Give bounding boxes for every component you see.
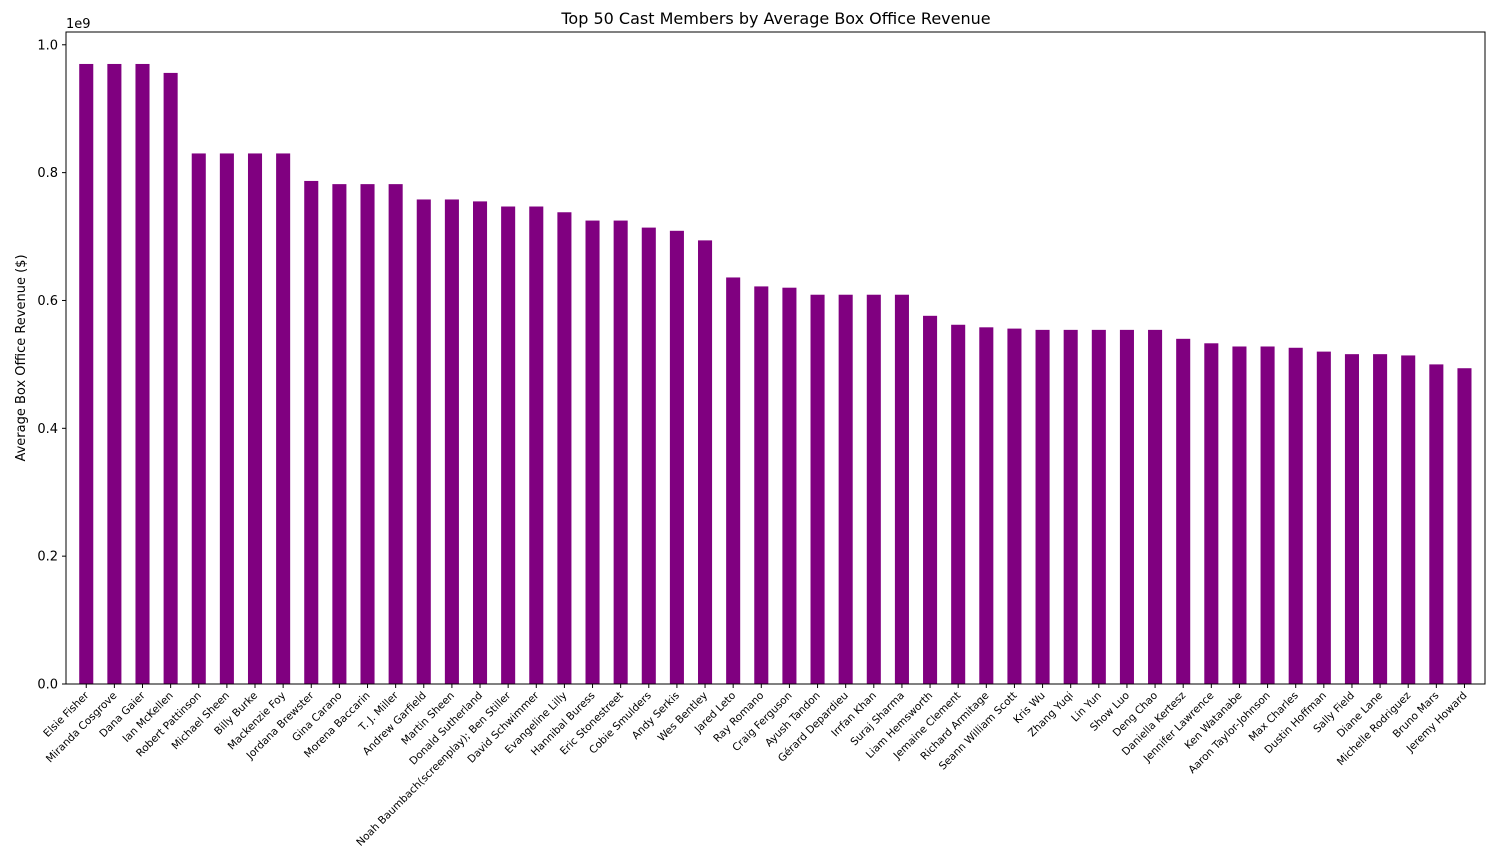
bar: [1344, 354, 1359, 684]
bar: [810, 294, 825, 684]
y-tick-label: 0.4: [37, 422, 58, 437]
bar: [782, 287, 797, 684]
bar: [866, 294, 881, 684]
y-tick-label: 0.0: [37, 678, 58, 693]
y-axis-label: Average Box Office Revenue ($): [14, 254, 29, 461]
bar: [1119, 329, 1134, 684]
bar: [1260, 346, 1275, 684]
bar: [388, 184, 403, 684]
bar: [444, 199, 459, 684]
bar: [838, 294, 853, 684]
y-tick-label: 1.0: [37, 38, 58, 53]
y-tick-label: 0.2: [37, 550, 58, 565]
bar: [360, 184, 375, 684]
bar: [79, 63, 94, 684]
bar: [1176, 338, 1191, 684]
bar: [1316, 351, 1331, 684]
bar: [1148, 329, 1163, 684]
bar: [1035, 329, 1050, 684]
bar: [641, 227, 656, 684]
bar: [1429, 364, 1444, 684]
bar: [276, 153, 291, 684]
bar: [754, 286, 769, 684]
bar: [894, 294, 909, 684]
bar: [163, 72, 178, 684]
y-axis-scale-label: 1e9: [66, 17, 91, 32]
plot-area-frame: [65, 31, 1486, 685]
bar: [1457, 368, 1472, 684]
bar: [107, 63, 122, 684]
y-tick-label: 0.8: [37, 166, 58, 181]
bar: [1063, 329, 1078, 684]
bar: [1007, 328, 1022, 684]
bar: [1232, 346, 1247, 684]
chart-title: Top 50 Cast Members by Average Box Offic…: [560, 9, 990, 28]
bar: [332, 184, 347, 684]
bar: [698, 240, 713, 684]
bar: [1288, 347, 1303, 684]
bar: [1373, 354, 1388, 684]
bars-group: [79, 63, 1472, 685]
bar: [585, 220, 600, 684]
bar: [135, 63, 150, 684]
bar: [951, 324, 966, 684]
bar: [979, 327, 994, 684]
bar: [247, 153, 263, 684]
bar: [557, 212, 572, 684]
bar: [304, 180, 319, 684]
bar: [1204, 343, 1219, 684]
bar: [416, 199, 431, 684]
bar: [1091, 329, 1106, 684]
bar: [726, 277, 741, 684]
bar: [529, 206, 544, 684]
bar: [669, 230, 684, 685]
bar: [473, 201, 488, 684]
y-ticks-group: 0.0 0.2 0.4 0.6 0.8 1.0: [37, 38, 66, 693]
bar: [219, 153, 234, 684]
bar: [501, 206, 516, 684]
bar: [613, 220, 628, 684]
y-tick-label: 0.6: [37, 294, 58, 309]
bar: [923, 315, 938, 684]
bar: [1401, 355, 1416, 684]
bar: [191, 153, 206, 684]
